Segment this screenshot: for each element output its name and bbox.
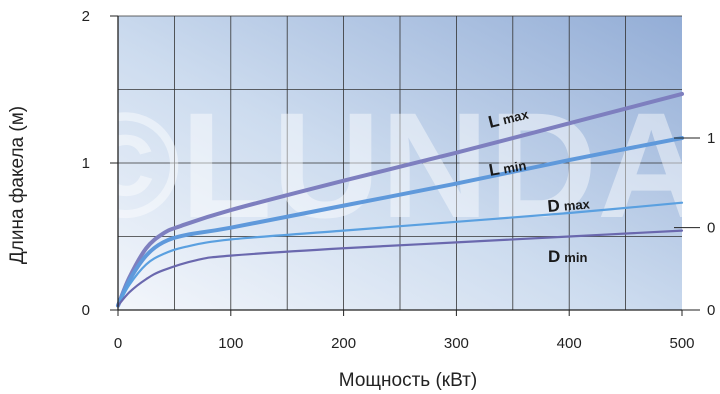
series-line-l-max [116,91,684,308]
x-axis-label: Мощность (кВт) [339,370,477,391]
right-tick-label: 0 [707,302,715,319]
x-tick-label: 0 [114,335,122,352]
y-tick-label: 2 [82,8,90,25]
series-label-main: D [548,247,560,266]
watermark: ©LUNDA [70,81,705,249]
series-label-sub: min [564,250,587,265]
series-line-d-max [116,201,684,307]
series-label-main: L [486,111,501,132]
right-axis: 1 0 0 [674,130,715,319]
right-tick-label: 0 [707,220,715,237]
series-label-main: D [547,196,561,216]
ticks: 0 100 200 300 400 500 0 1 2 [82,8,695,352]
series-line-l-min [116,136,684,308]
x-tick-label: 200 [331,335,356,352]
y-tick-label: 0 [82,302,90,319]
series-label-sub: max [501,106,531,127]
x-tick-label: 400 [557,335,582,352]
y-tick-label: 1 [82,155,90,172]
x-tick-label: 500 [669,335,694,352]
right-tick-label: 1 [707,130,715,147]
series-group [116,91,684,308]
series-label-sub: min [502,158,527,177]
x-tick-label: 300 [444,335,469,352]
series-label-main: L [487,159,501,180]
series-label-l-min: Lmin [487,155,527,180]
series-line-d-min [116,229,684,307]
series-label-sub: max [563,196,591,213]
series-label-l-max: Lmax [486,103,531,131]
y-axis-label: Длина факела (м) [7,106,28,264]
x-tick-label: 100 [218,335,243,352]
